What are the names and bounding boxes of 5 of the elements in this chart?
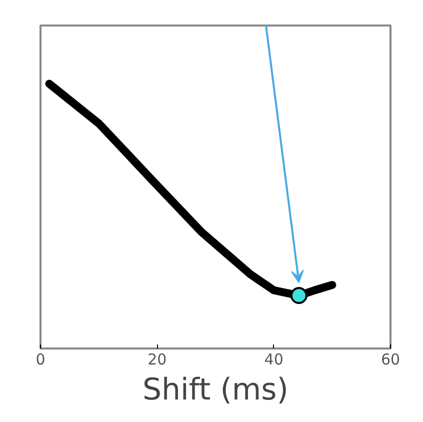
x-tick-label: 60 (380, 350, 400, 368)
x-tick-label: 40 (264, 350, 284, 368)
x-axis-title: Shift (ms) (142, 372, 289, 408)
x-tick-label: 20 (148, 350, 167, 368)
x-tick-label: 0 (36, 350, 46, 368)
